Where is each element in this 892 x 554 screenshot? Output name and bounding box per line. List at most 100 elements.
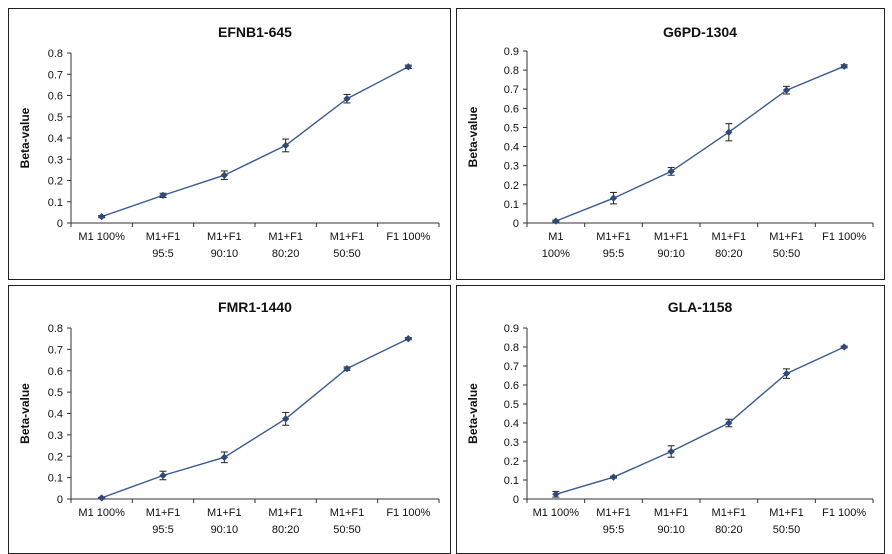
- y-axis-label: Beta-value: [466, 106, 480, 167]
- data-point: [667, 167, 675, 176]
- chart-title: FMR1-1440: [218, 299, 292, 315]
- x-tick-label: M1+F1: [268, 231, 303, 243]
- series-line: [555, 65, 845, 222]
- chart-panel-efnb1: EFNB1-645 Beta-value 0 0.1 0.2 0.3 0.4 0.5 0.6 0.…: [8, 8, 451, 280]
- y-tick-label: 0.7: [504, 84, 519, 96]
- x-tick-label: 95:5: [603, 524, 624, 536]
- y-axis-label: Beta-value: [18, 107, 32, 168]
- x-tick-label: M1+F1: [712, 231, 747, 243]
- x-tick-label: 80:20: [272, 524, 300, 536]
- y-tick-label: 0.5: [48, 112, 63, 124]
- data-point: [281, 141, 290, 150]
- data-point: [609, 473, 618, 481]
- x-tick-label: M1+F1: [268, 507, 303, 519]
- chart-panel-gla: GLA-1158 Beta-value 0 0.1 0.2 0.3 0.4 0.5 0.6 0.7…: [456, 285, 885, 554]
- y-tick-label: 0.9: [504, 46, 519, 58]
- x-tick-label: M1+F1: [146, 231, 181, 243]
- x-tick-label: F1 100%: [386, 231, 430, 243]
- x-tick-label: F1 100%: [822, 231, 866, 243]
- x-tick-label: 80:20: [715, 248, 743, 260]
- chart-title: G6PD-1304: [663, 24, 737, 40]
- y-tick-label: 0: [57, 494, 63, 506]
- y-tick-label: 0.1: [48, 197, 63, 209]
- x-tick-label: M1+F1: [712, 507, 747, 519]
- y-tick-label: 0.1: [504, 475, 519, 487]
- x-tick-label: M1+F1: [596, 231, 631, 243]
- y-tick-label: 0.7: [48, 344, 63, 356]
- y-tick-label: 0.5: [504, 122, 519, 134]
- chart-panel-fmr1: FMR1-1440 Beta-value 0 0.1 0.2 0.3 0.4 0.5 0.6 0.…: [8, 285, 451, 554]
- data-point: [220, 171, 229, 179]
- data-point: [404, 334, 413, 343]
- y-tick-label: 0.9: [504, 323, 519, 335]
- y-tick-label: 0.8: [504, 65, 519, 77]
- chart-title: GLA-1158: [668, 299, 733, 315]
- y-tick-label: 0.6: [504, 380, 519, 392]
- y-tick-label: 0.4: [48, 133, 63, 145]
- x-tick-label: F1 100%: [386, 507, 430, 519]
- data-point: [782, 86, 791, 94]
- y-tick-label: 0.3: [504, 161, 519, 173]
- x-tick-label: 50:50: [773, 524, 801, 536]
- data-point: [97, 212, 106, 221]
- data-point: [343, 364, 351, 373]
- data-point: [552, 217, 560, 225]
- x-tick-label: M1+F1: [654, 507, 689, 519]
- data-point: [281, 415, 290, 423]
- series-line: [555, 346, 845, 495]
- y-tick-label: 0.8: [48, 323, 63, 335]
- y-tick-label: 0.1: [48, 473, 63, 485]
- x-tick-label: M1+F1: [596, 507, 631, 519]
- data-point: [840, 343, 848, 351]
- data-point: [404, 63, 413, 71]
- chart-g6pd: G6PD-1304 Beta-value 0 0.1 0.2 0.3 0.4 0.5 0.6 0.…: [466, 24, 874, 260]
- y-tick-label: 0.7: [48, 69, 63, 81]
- x-tick-label: M1+F1: [654, 231, 689, 243]
- x-tick-label: M1+F1: [769, 231, 804, 243]
- data-point: [220, 453, 229, 462]
- y-tick-label: 0.5: [48, 387, 63, 399]
- y-tick-label: 0.2: [504, 180, 519, 192]
- y-tick-label: 0.6: [48, 91, 63, 103]
- y-tick-label: 0.6: [48, 366, 63, 378]
- x-tick-label: M1+F1: [330, 507, 365, 519]
- data-point: [609, 194, 618, 202]
- chart-gla: GLA-1158 Beta-value 0 0.1 0.2 0.3 0.4 0.5 0.6 0.7…: [466, 299, 874, 536]
- x-tick-label: 90:10: [657, 524, 685, 536]
- x-tick-label: M1+F1: [146, 507, 181, 519]
- y-tick-label: 0.8: [48, 48, 63, 60]
- data-point: [782, 369, 791, 378]
- data-point: [667, 447, 675, 456]
- data-point: [97, 494, 106, 502]
- y-axis-label: Beta-value: [18, 383, 32, 444]
- y-tick-label: 0: [513, 494, 519, 506]
- y-tick-label: 0.2: [504, 456, 519, 468]
- y-tick-label: 0.5: [504, 399, 519, 411]
- y-tick-label: 0.4: [504, 142, 519, 154]
- data-point: [725, 128, 733, 136]
- chart-panel-g6pd: G6PD-1304 Beta-value 0 0.1 0.2 0.3 0.4 0.5 0.6 0.…: [456, 8, 885, 280]
- x-tick-label: 50:50: [333, 248, 361, 260]
- x-tick-label: 50:50: [773, 248, 801, 260]
- y-tick-label: 0.4: [48, 409, 63, 421]
- chart-efnb1: EFNB1-645 Beta-value 0 0.1 0.2 0.3 0.4 0.5 0.6 0.…: [18, 24, 440, 260]
- y-tick-label: 0: [513, 218, 519, 230]
- data-point: [159, 191, 167, 200]
- y-tick-label: 0.6: [504, 103, 519, 115]
- x-tick-label: 90:10: [211, 524, 239, 536]
- chart-fmr1: FMR1-1440 Beta-value 0 0.1 0.2 0.3 0.4 0.5 0.6 0.…: [18, 299, 440, 536]
- data-point: [343, 94, 351, 103]
- x-tick-label: M1+F1: [330, 231, 365, 243]
- x-tick-label: 50:50: [333, 524, 361, 536]
- x-tick-label: M1+F1: [207, 231, 242, 243]
- y-tick-label: 0.4: [504, 418, 519, 430]
- y-tick-label: 0.7: [504, 361, 519, 373]
- x-tick-label: F1 100%: [822, 507, 866, 519]
- data-point: [552, 490, 560, 499]
- x-tick-label: M1 100%: [78, 231, 125, 243]
- x-tick-label: M1 100%: [533, 507, 580, 519]
- y-tick-label: 0.2: [48, 176, 63, 188]
- x-tick-label: 100%: [542, 248, 570, 260]
- y-axis-label: Beta-value: [466, 383, 480, 444]
- y-tick-label: 0.1: [504, 199, 519, 211]
